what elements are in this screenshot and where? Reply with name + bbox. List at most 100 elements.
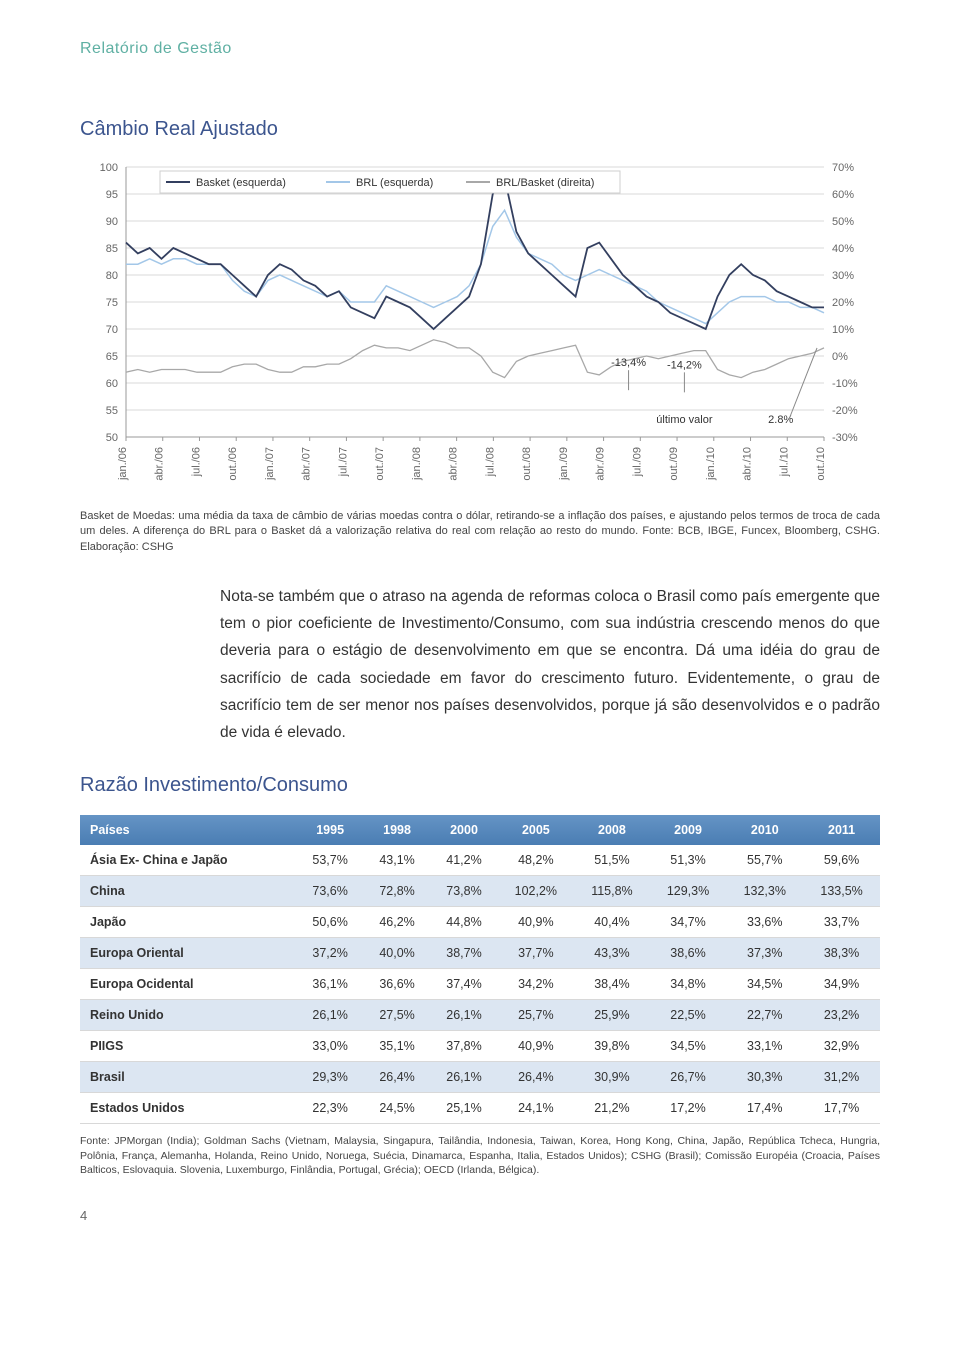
- svg-text:20%: 20%: [832, 297, 854, 309]
- svg-text:70: 70: [106, 324, 118, 336]
- table-cell: 23,2%: [803, 999, 880, 1030]
- table-row: Reino Unido26,1%27,5%26,1%25,7%25,9%22,5…: [80, 999, 880, 1030]
- table-cell: 39,8%: [574, 1030, 649, 1061]
- svg-text:out./08: out./08: [521, 447, 533, 481]
- table-cell: 72,8%: [364, 875, 431, 906]
- table-header-cell: 2000: [431, 815, 498, 845]
- svg-text:jul./08: jul./08: [484, 447, 496, 477]
- svg-text:jan./06: jan./06: [117, 447, 129, 481]
- cambio-chart: 50556065707580859095100-30%-20%-10%0%10%…: [80, 157, 880, 497]
- table-cell: 34,5%: [650, 1030, 727, 1061]
- table-header-cell: 1998: [364, 815, 431, 845]
- table-cell: 26,1%: [431, 1061, 498, 1092]
- svg-text:out./09: out./09: [668, 447, 680, 481]
- table-cell: 34,9%: [803, 968, 880, 999]
- table-cell: 31,2%: [803, 1061, 880, 1092]
- table-cell: 22,5%: [650, 999, 727, 1030]
- table-cell: 115,8%: [574, 875, 649, 906]
- table-cell: 25,1%: [431, 1092, 498, 1123]
- table-cell: 34,8%: [650, 968, 727, 999]
- table-cell: 48,2%: [497, 845, 574, 876]
- table-row: Ásia Ex- China e Japão53,7%43,1%41,2%48,…: [80, 845, 880, 876]
- table-cell: 27,5%: [364, 999, 431, 1030]
- svg-text:último valor: último valor: [656, 414, 713, 426]
- table-cell: 37,7%: [497, 937, 574, 968]
- table-cell: 33,7%: [803, 906, 880, 937]
- svg-text:70%: 70%: [832, 162, 854, 174]
- table-cell: 59,6%: [803, 845, 880, 876]
- table-row: PIIGS33,0%35,1%37,8%40,9%39,8%34,5%33,1%…: [80, 1030, 880, 1061]
- table-cell: 40,9%: [497, 1030, 574, 1061]
- table-cell: 73,8%: [431, 875, 498, 906]
- table-cell: 133,5%: [803, 875, 880, 906]
- table-row: Estados Unidos22,3%24,5%25,1%24,1%21,2%1…: [80, 1092, 880, 1123]
- svg-text:-30%: -30%: [832, 432, 858, 444]
- table-cell: 29,3%: [297, 1061, 364, 1092]
- table-cell: 40,4%: [574, 906, 649, 937]
- table-cell: 44,8%: [431, 906, 498, 937]
- svg-text:jul./10: jul./10: [778, 447, 790, 477]
- table-header-cell: 2010: [726, 815, 803, 845]
- table-cell: 38,7%: [431, 937, 498, 968]
- table-footnote: Fonte: JPMorgan (India); Goldman Sachs (…: [80, 1134, 880, 1178]
- svg-text:abr./08: abr./08: [448, 447, 460, 481]
- table-cell: 129,3%: [650, 875, 727, 906]
- table-cell: 32,9%: [803, 1030, 880, 1061]
- table-cell: 38,6%: [650, 937, 727, 968]
- svg-text:75: 75: [106, 297, 118, 309]
- table-cell: PIIGS: [80, 1030, 297, 1061]
- table-header-cell: 1995: [297, 815, 364, 845]
- table-cell: 33,6%: [726, 906, 803, 937]
- chart-title: Câmbio Real Ajustado: [80, 118, 880, 141]
- table-cell: 30,9%: [574, 1061, 649, 1092]
- table-cell: 33,1%: [726, 1030, 803, 1061]
- table-cell: 17,2%: [650, 1092, 727, 1123]
- table-cell: 17,4%: [726, 1092, 803, 1123]
- table-header-cell: Países: [80, 815, 297, 845]
- table-cell: 36,6%: [364, 968, 431, 999]
- svg-text:0%: 0%: [832, 351, 848, 363]
- svg-text:30%: 30%: [832, 270, 854, 282]
- svg-text:-10%: -10%: [832, 378, 858, 390]
- table-cell: 22,7%: [726, 999, 803, 1030]
- svg-text:abr./06: abr./06: [154, 447, 166, 481]
- table-cell: 25,9%: [574, 999, 649, 1030]
- table-cell: 17,7%: [803, 1092, 880, 1123]
- svg-text:out./07: out./07: [374, 447, 386, 481]
- svg-text:BRL/Basket (direita): BRL/Basket (direita): [496, 177, 594, 189]
- svg-text:jul./07: jul./07: [337, 447, 349, 477]
- table-cell: 132,3%: [726, 875, 803, 906]
- svg-text:65: 65: [106, 351, 118, 363]
- table-cell: Estados Unidos: [80, 1092, 297, 1123]
- svg-text:-20%: -20%: [832, 405, 858, 417]
- svg-text:95: 95: [106, 189, 118, 201]
- svg-text:50%: 50%: [832, 216, 854, 228]
- table-header-cell: 2008: [574, 815, 649, 845]
- svg-text:jan./08: jan./08: [411, 447, 423, 481]
- svg-text:50: 50: [106, 432, 118, 444]
- table-title: Razão Investimento/Consumo: [80, 774, 880, 797]
- table-cell: 41,2%: [431, 845, 498, 876]
- table-cell: 24,5%: [364, 1092, 431, 1123]
- svg-text:-13,4%: -13,4%: [611, 357, 646, 369]
- table-header-cell: 2005: [497, 815, 574, 845]
- table-cell: 33,0%: [297, 1030, 364, 1061]
- svg-text:-14,2%: -14,2%: [667, 359, 702, 371]
- table-cell: 26,1%: [431, 999, 498, 1030]
- table-cell: 30,3%: [726, 1061, 803, 1092]
- page-number: 4: [80, 1208, 880, 1223]
- table-cell: 38,4%: [574, 968, 649, 999]
- table-cell: 35,1%: [364, 1030, 431, 1061]
- table-cell: 34,5%: [726, 968, 803, 999]
- table-cell: 43,3%: [574, 937, 649, 968]
- table-header-cell: 2009: [650, 815, 727, 845]
- svg-text:90: 90: [106, 216, 118, 228]
- table-cell: 26,7%: [650, 1061, 727, 1092]
- table-row: China73,6%72,8%73,8%102,2%115,8%129,3%13…: [80, 875, 880, 906]
- table-cell: 46,2%: [364, 906, 431, 937]
- table-cell: China: [80, 875, 297, 906]
- table-cell: 24,1%: [497, 1092, 574, 1123]
- table-cell: 37,2%: [297, 937, 364, 968]
- chart-caption: Basket de Moedas: uma média da taxa de c…: [80, 509, 880, 555]
- table-cell: 55,7%: [726, 845, 803, 876]
